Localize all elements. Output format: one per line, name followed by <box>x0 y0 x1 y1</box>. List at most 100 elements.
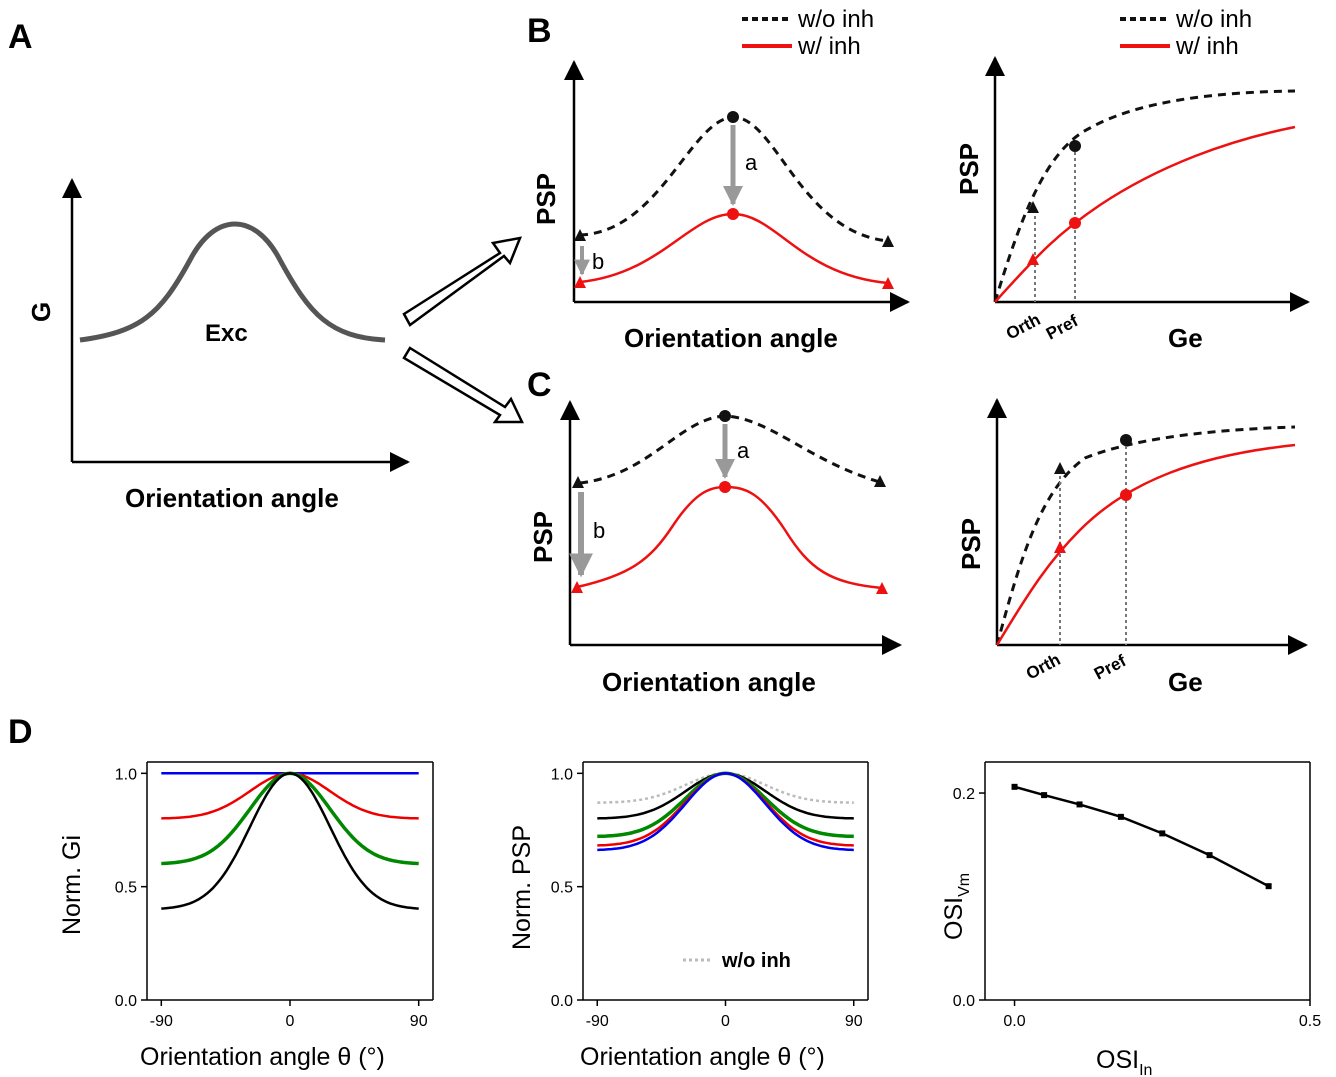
panel-c-curve-without <box>579 414 881 485</box>
panel-b2-curve-with <box>994 125 1296 303</box>
panel-b-tri-with-l <box>574 276 586 288</box>
series-line-black <box>161 772 419 910</box>
panel-c2-curve-with <box>995 443 1296 646</box>
d2-ylabel: Norm. PSP <box>508 825 536 950</box>
panel-a-ylabel: G <box>26 302 56 322</box>
legend-right: w/o inh w/ inh <box>1120 6 1252 60</box>
panel-c2-pref-with <box>1120 489 1132 501</box>
x-tick-label: -90 <box>150 1013 173 1030</box>
panel-b2-orth-with <box>1027 253 1039 265</box>
legend-left: w/o inh w/ inh <box>742 6 874 60</box>
panel-c-right: Orth Pref PSP Ge <box>956 398 1308 697</box>
series-line-dotted_gray <box>597 772 854 804</box>
series-marker <box>1206 852 1213 859</box>
series-line-green <box>597 771 854 839</box>
chart-norm-psp: -90 0 90 0.0 0.5 1.0 Orientation angle θ (°) No… <box>508 761 869 1071</box>
panel-b2-pref-without <box>1069 140 1081 152</box>
panel-c-peak-without <box>719 410 731 422</box>
panel-b-label-a: a <box>745 150 758 175</box>
panel-label-b: B <box>527 12 552 50</box>
d1-xlabel: Orientation angle θ (°) <box>140 1043 385 1071</box>
panel-b-peak-without <box>727 111 739 123</box>
x-tick-label: 0.5 <box>1299 1013 1321 1030</box>
y-tick-label: 0.5 <box>115 880 137 897</box>
d2-legend-label: w/o inh <box>721 950 791 972</box>
exc-label: Exc <box>205 320 248 347</box>
series-marker <box>1159 830 1166 837</box>
panel-c-curve-with <box>576 485 883 590</box>
panel-b2-orth-without <box>1027 201 1039 213</box>
panel-c2-orth-with <box>1054 541 1066 553</box>
legend-without-label: w/o inh <box>797 6 874 33</box>
y-tick-label: 1.0 <box>551 766 573 783</box>
panel-b-left: a b PSP Orientation angle <box>531 60 910 353</box>
arrow-to-c-icon <box>402 346 524 424</box>
panel-c2-orth-label: Orth <box>1023 650 1064 684</box>
panel-a-xlabel: Orientation angle <box>125 483 339 513</box>
panel-b-tri-without-r <box>882 235 894 247</box>
d1-ylabel: Norm. Gi <box>58 835 86 935</box>
panel-label-d: D <box>8 713 33 751</box>
series-marker <box>1117 813 1124 820</box>
panel-c-tri-with-l <box>571 581 583 593</box>
panel-c-ylabel: PSP <box>528 511 558 563</box>
panel-label-c: C <box>527 366 552 404</box>
panel-c2-xlabel: Ge <box>1168 667 1203 697</box>
panel-c-left: a b PSP Orientation angle <box>528 400 902 697</box>
y-tick-label: 0.0 <box>953 993 975 1010</box>
d3-ylabel: OSIVm <box>940 873 973 940</box>
x-tick-label: 0 <box>286 1013 295 1030</box>
panel-a: Exc G Orientation angle <box>26 178 410 513</box>
panel-b2-curve-without <box>993 89 1296 303</box>
panel-c-tri-without-r <box>874 475 886 487</box>
panel-b2-ylabel: PSP <box>954 143 984 195</box>
panel-b-label-b: b <box>592 249 604 274</box>
x-tick-label: 90 <box>845 1013 863 1030</box>
legend-with-label: w/ inh <box>797 33 861 60</box>
panel-c-label-b: b <box>593 518 605 543</box>
series-marker <box>1265 883 1272 890</box>
panel-c-peak-with <box>719 481 731 493</box>
series-line-red <box>597 772 854 847</box>
panel-b-tri-without-l <box>574 229 586 241</box>
legend-with-label-2: w/ inh <box>1175 33 1239 60</box>
exc-curve <box>79 221 386 343</box>
panel-b2-pref-with <box>1069 217 1081 229</box>
d2-xlabel: Orientation angle θ (°) <box>580 1043 825 1071</box>
panel-c-label-a: a <box>737 438 750 463</box>
series-line-green <box>161 771 419 866</box>
panel-c-xlabel: Orientation angle <box>602 667 816 697</box>
panel-b-peak-with <box>727 208 739 220</box>
y-tick-label: 1.0 <box>115 766 137 783</box>
series-line-black <box>1014 785 1270 888</box>
series-line-red <box>161 772 419 820</box>
arrow-to-b-icon <box>402 236 523 327</box>
panel-b-ylabel: PSP <box>531 173 561 225</box>
d3-xlabel: OSIIn <box>1096 1046 1152 1077</box>
y-tick-label: 0.5 <box>551 880 573 897</box>
y-tick-label: 0.0 <box>115 993 137 1010</box>
chart-norm-gi: -90 0 90 0.0 0.5 1.0 Orientation angle θ (°) No… <box>58 761 434 1071</box>
panel-b2-xlabel: Ge <box>1168 323 1203 353</box>
panel-b2-orth-label: Orth <box>1003 310 1044 344</box>
series-line-black <box>597 772 854 820</box>
y-tick-label: 0.2 <box>953 786 975 803</box>
panel-c2-orth-without <box>1054 462 1066 474</box>
panel-c-tri-without-l <box>572 476 584 488</box>
panel-b-xlabel: Orientation angle <box>624 323 838 353</box>
legend-without-label-2: w/o inh <box>1175 6 1252 33</box>
x-tick-label: 0 <box>721 1013 730 1030</box>
panel-c2-pref-without <box>1120 434 1132 446</box>
panel-b2-pref-label: Pref <box>1043 311 1081 343</box>
x-tick-label: 90 <box>410 1013 428 1030</box>
x-tick-label: -90 <box>586 1013 609 1030</box>
x-tick-label: 0.0 <box>1003 1013 1025 1030</box>
panel-c2-curve-without <box>995 425 1296 646</box>
y-tick-label: 0.0 <box>551 993 573 1010</box>
panel-label-a: A <box>8 18 33 56</box>
series-marker <box>1011 783 1018 790</box>
chart-osi: 0.0 0.5 0.0 0.2 OSIIn OSIVm <box>940 761 1321 1077</box>
panel-c2-ylabel: PSP <box>956 518 986 570</box>
series-marker <box>1041 792 1048 799</box>
